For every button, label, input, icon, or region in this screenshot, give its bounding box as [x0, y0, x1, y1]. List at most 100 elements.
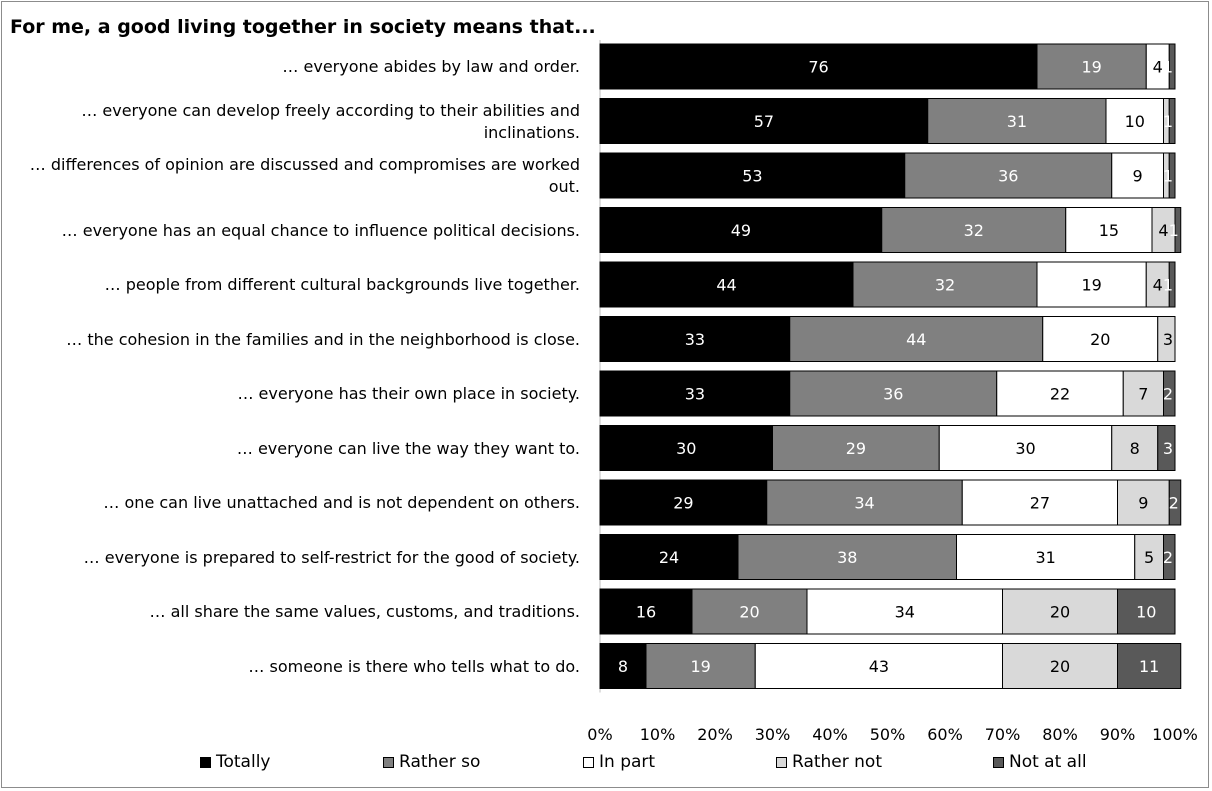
category-label-text: … one can live unattached and is not dep… [103, 493, 580, 512]
data-label: 16 [636, 603, 656, 622]
category-label-text: … all share the same values, customs, an… [149, 602, 580, 621]
data-label: 8 [618, 657, 628, 676]
bar-segment [754, 643, 1003, 689]
data-label: 32 [935, 276, 955, 295]
category-label: … differences of opinion are discussed a… [0, 153, 580, 199]
data-label: 44 [716, 276, 736, 295]
legend-item: Not at all [993, 752, 1087, 772]
data-label: 2 [1169, 494, 1179, 513]
data-label: 8 [1130, 439, 1140, 458]
data-label: 20 [1090, 330, 1110, 349]
bar-segment [1042, 316, 1159, 362]
bar-segment [1002, 643, 1118, 689]
bar-segment [1002, 588, 1118, 635]
data-label: 1 [1163, 58, 1173, 77]
data-label: 31 [1035, 548, 1055, 567]
data-label: 3 [1163, 439, 1173, 458]
data-label: 31 [1007, 112, 1027, 131]
bar-segment [1111, 152, 1164, 199]
data-label: 9 [1138, 494, 1148, 513]
data-label: 19 [690, 657, 710, 676]
bar-segment [1036, 43, 1147, 90]
bar-segment [645, 643, 756, 689]
bar-segment [1117, 643, 1182, 689]
legend-swatch [993, 756, 1004, 768]
category-label: … everyone is prepared to self-restrict … [0, 535, 580, 581]
legend-label: In part [599, 752, 656, 772]
data-label: 9 [1133, 167, 1143, 186]
legend-label: Not at all [1009, 752, 1087, 772]
data-label: 32 [964, 221, 984, 240]
data-label: 4 [1153, 276, 1163, 295]
bar-segment [1111, 425, 1159, 471]
data-label: 27 [1030, 494, 1050, 513]
x-tick-label: 30% [755, 725, 791, 744]
bar-segment [1168, 479, 1182, 526]
data-label: 2 [1163, 548, 1173, 567]
bar-segment [1168, 98, 1176, 144]
category-label: … people from different cultural backgro… [0, 262, 580, 308]
bar-segment [938, 425, 1113, 471]
x-tick-label: 60% [927, 725, 963, 744]
bar-segment [1168, 43, 1176, 90]
category-label-text: … everyone can develop freely according … [81, 100, 580, 142]
bar-segment [1122, 370, 1164, 417]
data-label: 24 [659, 548, 679, 567]
bar-segment [1117, 588, 1176, 635]
x-tick-label: 90% [1100, 725, 1136, 744]
category-label: … the cohesion in the families and in th… [0, 317, 580, 363]
data-label: 43 [869, 657, 889, 676]
bar-segment [1157, 316, 1176, 362]
category-label-text: … everyone is prepared to self-restrict … [83, 547, 580, 567]
data-label: 1 [1163, 112, 1173, 131]
x-tick-label: 10% [640, 725, 676, 744]
bar-segment [1157, 425, 1176, 471]
bar-segment [789, 316, 1044, 362]
data-label: 1 [1163, 167, 1173, 186]
data-label: 11 [1139, 657, 1159, 676]
bar-segment [881, 207, 1067, 253]
legend-label: Rather so [399, 752, 481, 772]
bar-segment [1168, 152, 1176, 199]
bar-segment [1174, 207, 1182, 253]
x-tick-label: 20% [697, 725, 733, 744]
legend-swatch [583, 756, 594, 768]
data-label: 3 [1163, 330, 1173, 349]
data-label: 34 [895, 603, 915, 622]
bar-segment [1105, 98, 1164, 144]
category-label-text: … someone is there who tells what to do. [248, 656, 580, 676]
bar-segment [599, 370, 791, 417]
data-label: 19 [1081, 276, 1101, 295]
bar-segment [996, 370, 1124, 417]
category-label-text: … everyone abides by law and order. [282, 57, 580, 76]
data-label: 29 [846, 439, 866, 458]
bar-segment [691, 588, 808, 635]
legend-item: Totally [200, 752, 271, 772]
category-label-text: … everyone has an equal chance to influe… [61, 220, 580, 240]
category-label: … everyone can develop freely according … [0, 99, 580, 145]
category-label: … everyone has an equal chance to influe… [0, 208, 580, 254]
bar-segment [599, 316, 791, 362]
data-label: 34 [854, 494, 874, 513]
data-label: 1 [1163, 276, 1173, 295]
bar-segment [599, 479, 768, 526]
data-label: 53 [742, 167, 762, 186]
x-tick-label: 0% [587, 725, 612, 744]
data-label: 33 [685, 330, 705, 349]
bar-segment [852, 261, 1038, 308]
data-label: 7 [1138, 385, 1148, 404]
data-label: 10 [1136, 603, 1156, 622]
category-label: … everyone has their own place in societ… [0, 371, 580, 417]
x-tick-label: 40% [812, 725, 848, 744]
x-tick-label: 80% [1042, 725, 1078, 744]
bar-segment [1163, 534, 1176, 580]
category-label-text: … everyone has their own place in societ… [237, 384, 580, 403]
x-tick-label: 70% [985, 725, 1021, 744]
bar-segment [599, 98, 929, 144]
data-label: 30 [676, 439, 696, 458]
bar-segment [961, 479, 1118, 526]
data-label: 4 [1158, 221, 1168, 240]
data-label: 1 [1169, 221, 1179, 240]
data-label: 10 [1125, 112, 1145, 131]
legend: Totally Rather so In part Rather not Not at … [0, 752, 1212, 774]
